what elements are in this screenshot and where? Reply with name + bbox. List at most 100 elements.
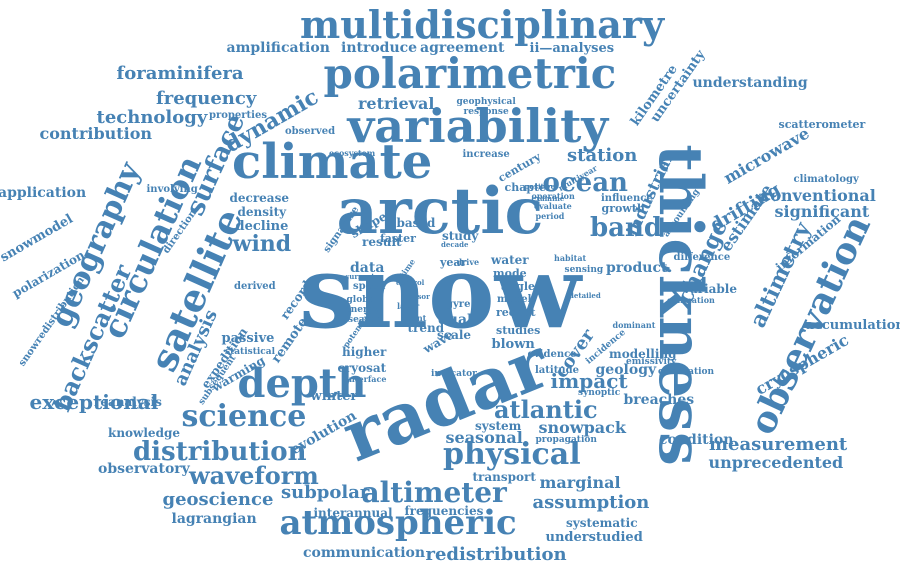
word-operation: operation xyxy=(531,191,575,201)
word-result: result xyxy=(362,235,402,249)
word-multidisciplinary: multidisciplinary xyxy=(300,2,665,47)
word-cryosat: cryosat xyxy=(337,361,387,375)
word-observatory: observatory xyxy=(98,461,190,477)
word-snow: snow xyxy=(299,233,581,351)
word-gyre: gyre xyxy=(446,299,471,310)
word-ii-analyses: ii—analyses xyxy=(529,40,615,56)
word-systematic: systematic xyxy=(566,516,638,530)
word-lagrangian: lagrangian xyxy=(171,511,257,527)
word-decrease: decrease xyxy=(229,191,289,205)
word-modelling: modelling xyxy=(609,347,677,361)
word-habitat: habitat xyxy=(554,253,587,263)
word-studies: studies xyxy=(496,323,541,337)
word-variability: variability xyxy=(347,99,609,153)
word-scatterometer: scatterometer xyxy=(778,117,866,131)
word-technology: technology xyxy=(96,107,208,128)
word-blown: blown xyxy=(491,336,535,352)
word-synoptic: synoptic xyxy=(578,387,621,398)
word-product: product. xyxy=(606,260,673,276)
word-higher: higher xyxy=(342,345,387,359)
word-evaluate: evaluate xyxy=(534,201,572,211)
word-response: response xyxy=(463,106,509,117)
word-energy: energy xyxy=(345,304,380,315)
word-knowledge: knowledge xyxy=(108,426,180,440)
word-data: data xyxy=(350,260,385,276)
word-interannual: interannual xyxy=(313,506,393,520)
word-dominant: dominant xyxy=(612,320,656,330)
word-statistical: statistical xyxy=(225,346,276,357)
word-evidence: evidence xyxy=(527,349,577,360)
word-density: density xyxy=(237,205,287,219)
word-redistribution: redistribution xyxy=(425,544,567,565)
word-estimation: estimation xyxy=(667,295,715,305)
word-frequencies: frequencies xyxy=(404,504,484,518)
word-atmospheric: atmospheric xyxy=(279,503,517,543)
word-geology: geology xyxy=(595,362,657,378)
word-conventional: conventional xyxy=(760,186,876,205)
word-indicator: indicator xyxy=(431,368,477,379)
word-physical: physical xyxy=(443,437,581,472)
word-understanding: understanding xyxy=(692,75,808,91)
word-decade: decade xyxy=(441,239,469,249)
word-breaches: breaches xyxy=(623,392,695,408)
word-involving: involving xyxy=(146,184,198,195)
word-observed: observed xyxy=(285,126,336,137)
word-recent: recent xyxy=(496,305,536,319)
word-wind: wind xyxy=(232,231,292,257)
word-difference: difference xyxy=(673,252,731,263)
word-agreement: agreement xyxy=(420,40,505,56)
word-significant: significant xyxy=(774,202,870,221)
word-waveform: waveform xyxy=(189,461,319,490)
word-system: system xyxy=(475,419,522,433)
word-decline: decline xyxy=(235,218,289,234)
word-geoscience: geoscience xyxy=(162,489,274,510)
word-global: global xyxy=(346,294,378,305)
word-application: application xyxy=(0,185,87,201)
word-detailed: detailed xyxy=(569,290,601,300)
word-growth: growth xyxy=(601,201,645,215)
word-climate: climate xyxy=(232,134,433,190)
word-ecosystem: ecosystem xyxy=(329,148,376,158)
word-properties: properties xyxy=(209,110,267,121)
word-marginal: marginal xyxy=(539,473,621,492)
word-polarimetric: polarimetric xyxy=(323,49,617,98)
word-introduce: introduce xyxy=(341,40,418,56)
word-transport: transport xyxy=(472,470,536,484)
word-condition: condition xyxy=(659,432,734,448)
word-study: study xyxy=(442,229,479,243)
word-station: station xyxy=(567,145,638,166)
word-distribution: distribution xyxy=(133,437,307,467)
word-angle: angle xyxy=(501,279,535,293)
word-season: season xyxy=(348,314,383,325)
word-climatology: climatology xyxy=(793,174,859,185)
word-reanalysis: reanalysis xyxy=(94,395,162,409)
word-band: band xyxy=(590,213,663,243)
word-latitude: latitude xyxy=(535,365,579,376)
word-current: current xyxy=(345,271,375,281)
word-assumption: assumption xyxy=(532,492,650,513)
word-winter: winter xyxy=(310,388,358,404)
word-variable: variable xyxy=(683,282,737,296)
word-accumulation: accumulation xyxy=(805,317,900,333)
word-retrieval: retrieval xyxy=(358,94,435,113)
word-positive: positive xyxy=(524,181,556,191)
word-contribution: contribution xyxy=(39,124,153,143)
word-influence: influence xyxy=(601,193,653,204)
word-year: year xyxy=(440,255,467,269)
word-increase: increase xyxy=(462,149,510,160)
word-sensing: sensing xyxy=(564,264,604,275)
word-chapter: chapter xyxy=(504,180,552,194)
word-propagation: propagation xyxy=(535,434,597,445)
word-snowpack: snowpack xyxy=(538,418,626,437)
word-unprecedented: unprecedented xyxy=(708,453,844,472)
word-trend: trend xyxy=(407,321,445,335)
word-frequency: frequency xyxy=(156,88,257,109)
word-passive: passive xyxy=(221,330,275,346)
word-atlantic: atlantic xyxy=(494,395,598,424)
word-model: model xyxy=(497,294,532,305)
word-interface: interface xyxy=(346,374,387,384)
word-depth: depth xyxy=(237,360,367,407)
word-exceptional: exceptional xyxy=(29,390,159,414)
word-drive: drive xyxy=(456,257,480,267)
